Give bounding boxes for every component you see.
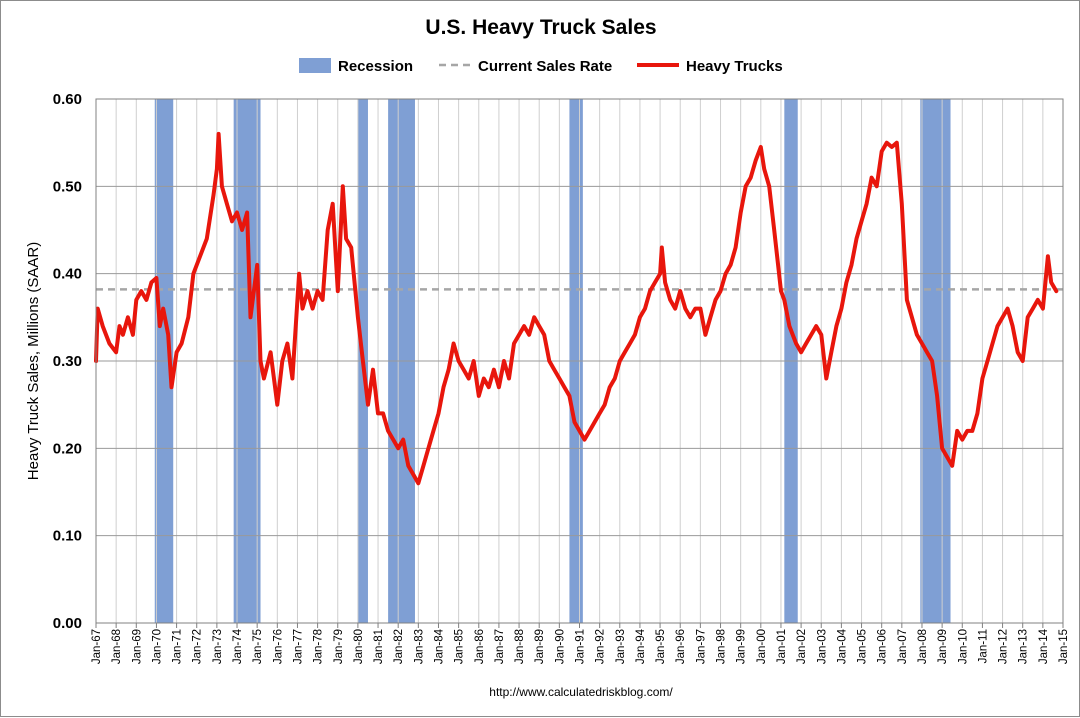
x-tick-label: Jan-83 — [413, 629, 425, 664]
x-tick-label: Jan-99 — [736, 629, 748, 664]
y-tick-label: 0.20 — [53, 440, 82, 457]
heavy-trucks-line — [94, 131, 1059, 486]
x-tick-label: Jan-93 — [615, 629, 627, 664]
x-tick-label: Jan-84 — [433, 628, 445, 664]
x-tick-label: Jan-14 — [1038, 628, 1050, 664]
plot-area: 0.00 0.10 0.20 0.30 0.40 0.50 0.60 Jan-67 Jan-68… — [53, 91, 1070, 664]
x-tick-label: Jan-10 — [957, 629, 969, 664]
y-axis-label: Heavy Truck Sales, Millions (SAAR) — [25, 242, 42, 480]
y-tick-label: 0.00 — [53, 615, 82, 632]
x-tick-label: Jan-90 — [554, 629, 566, 664]
x-tick-label: Jan-86 — [474, 629, 486, 664]
x-tick-label: Jan-94 — [635, 628, 647, 664]
x-tick-label: Jan-74 — [232, 628, 244, 664]
x-tick-label: Jan-09 — [937, 629, 949, 664]
x-tick-label: Jan-87 — [494, 629, 506, 664]
x-tick-label: Jan-13 — [1018, 629, 1030, 664]
y-tick-label: 0.40 — [53, 266, 82, 283]
legend-recession-label: Recession — [338, 58, 413, 75]
x-tick-label: Jan-95 — [655, 629, 667, 664]
x-tick-label: Jan-01 — [776, 629, 788, 664]
x-tick-label: Jan-08 — [917, 629, 929, 664]
x-tick-label: Jan-05 — [857, 629, 869, 664]
x-tick-label: Jan-00 — [756, 629, 768, 664]
x-tick-label: Jan-68 — [111, 629, 123, 664]
x-tick-label: Jan-73 — [212, 629, 224, 664]
y-tick-label: 0.60 — [53, 91, 82, 108]
x-tick-label: Jan-15 — [1058, 629, 1070, 664]
y-tick-label: 0.50 — [53, 178, 82, 195]
x-tick-label: Jan-72 — [192, 629, 204, 664]
legend: Recession Current Sales Rate Heavy Truck… — [299, 58, 783, 75]
source-url: http://www.calculatedriskblog.com/ — [489, 685, 673, 699]
x-tick-label: Jan-12 — [998, 629, 1010, 664]
x-tick-label: Jan-96 — [675, 629, 687, 664]
x-tick-label: Jan-04 — [836, 628, 848, 664]
x-tick-label: Jan-88 — [514, 629, 526, 664]
x-tick-label: Jan-81 — [373, 629, 385, 664]
y-tick-label: 0.30 — [53, 353, 82, 370]
x-tick-label: Jan-75 — [252, 629, 264, 664]
x-tick-label: Jan-07 — [897, 629, 909, 664]
legend-current-rate-label: Current Sales Rate — [478, 58, 612, 75]
x-tick-label: Jan-82 — [393, 629, 405, 664]
x-tick-label: Jan-98 — [716, 629, 728, 664]
x-tick-label: Jan-76 — [272, 629, 284, 664]
x-tick-label: Jan-78 — [313, 629, 325, 664]
x-tick-label: Jan-11 — [977, 629, 989, 663]
y-tick-label: 0.10 — [53, 528, 82, 545]
x-tick-label: Jan-06 — [877, 629, 889, 664]
x-tick-label: Jan-89 — [534, 629, 546, 664]
x-tick-label: Jan-70 — [151, 629, 163, 664]
legend-recession-swatch — [299, 58, 331, 73]
chart-title: U.S. Heavy Truck Sales — [425, 16, 656, 39]
x-tick-label: Jan-71 — [172, 629, 184, 664]
x-tick-label: Jan-77 — [292, 629, 304, 664]
x-tick-label: Jan-91 — [575, 629, 587, 664]
x-tick-label: Jan-92 — [595, 629, 607, 664]
x-tick-label: Jan-80 — [353, 629, 365, 664]
x-tick-label: Jan-02 — [796, 629, 808, 664]
x-tick-label: Jan-67 — [91, 629, 103, 664]
x-tick-label: Jan-85 — [454, 629, 466, 664]
x-tick-label: Jan-97 — [695, 629, 707, 664]
x-tick-label: Jan-03 — [816, 629, 828, 664]
x-tick-label: Jan-79 — [333, 629, 345, 664]
x-tick-label: Jan-69 — [131, 629, 143, 664]
legend-heavy-trucks-label: Heavy Trucks — [686, 58, 783, 75]
